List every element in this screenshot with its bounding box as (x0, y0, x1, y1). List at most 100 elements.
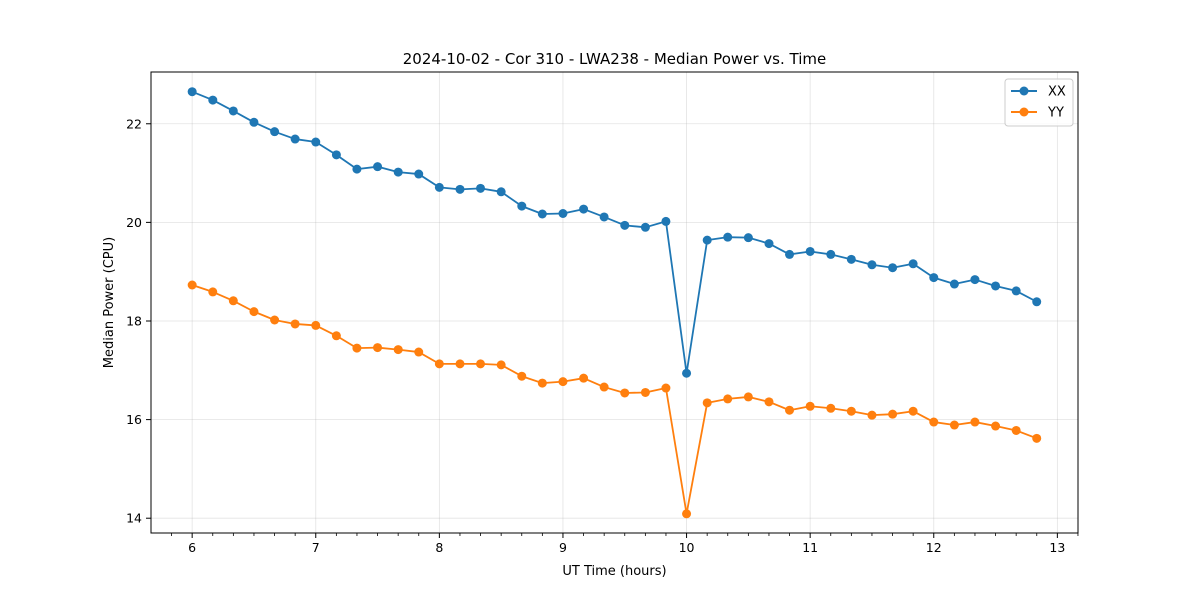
series-yy-point (414, 347, 424, 357)
x-tick-label: 7 (312, 540, 320, 555)
series-xx-point (743, 233, 753, 243)
series-yy-point (661, 383, 671, 393)
series-xx-point (785, 249, 795, 259)
series-yy-point (537, 378, 547, 388)
series-yy-point (640, 387, 650, 397)
series-yy-point (517, 371, 527, 381)
series-yy-point (826, 403, 836, 413)
series-xx-point (682, 368, 692, 378)
y-axis-ticks: 14 16 18 20 22 (126, 116, 151, 526)
y-tick-label: 14 (126, 511, 142, 526)
series-xx-point (434, 182, 444, 192)
series-xx-point (991, 281, 1001, 291)
series-xx-point (640, 222, 650, 232)
series-yy-point (228, 296, 238, 306)
series-yy-point (373, 343, 383, 353)
series-xx (187, 87, 1042, 378)
x-axis-label: UT Time (hours) (562, 564, 666, 579)
y-tick-label: 18 (126, 313, 142, 328)
series-yy-point (743, 392, 753, 402)
series-xx-point (949, 279, 959, 289)
series-yy-point (867, 410, 877, 420)
x-tick-label: 12 (926, 540, 942, 555)
series-xx-point (1011, 286, 1021, 296)
x-tick-label: 6 (188, 540, 196, 555)
series-yy-point (620, 388, 630, 398)
series-yy-point (311, 320, 321, 330)
series-yy-point (970, 417, 980, 427)
series-yy-point (434, 359, 444, 369)
plot-frame (150, 71, 1079, 534)
series-xx-point (414, 169, 424, 179)
series-xx-point (929, 273, 939, 283)
y-tick-label: 16 (126, 412, 142, 427)
series-yy-point (929, 417, 939, 427)
series-yy-point (908, 406, 918, 416)
series-xx-point (517, 201, 527, 211)
series-yy-point (846, 406, 856, 416)
series-yy-point (249, 307, 259, 317)
series-xx-point (228, 106, 238, 116)
series-xx-point (702, 235, 712, 245)
series-xx-point (455, 184, 465, 194)
series-yy-point (764, 397, 774, 407)
series-yy-point (496, 360, 506, 370)
series-xx-point (579, 204, 589, 214)
legend: XX YY (1004, 78, 1074, 127)
series-xx-point (867, 260, 877, 270)
series-xx-point (764, 239, 774, 249)
chart-title: 2024-10-02 - Cor 310 - LWA238 - Median P… (403, 50, 827, 68)
series-xx-point (599, 212, 609, 222)
y-tick-label: 22 (126, 116, 142, 131)
series-yy-point (187, 280, 197, 290)
series-yy-point (208, 287, 218, 297)
series-xx-point (270, 127, 280, 137)
series-xx-point (1032, 297, 1042, 307)
series-xx-point (826, 249, 836, 259)
series-xx-point (661, 216, 671, 226)
series-layer (187, 87, 1042, 519)
series-xx-point (393, 167, 403, 177)
series-xx-point (723, 232, 733, 242)
x-tick-label: 13 (1049, 540, 1065, 555)
series-yy-point (723, 394, 733, 404)
series-yy-point (331, 331, 341, 341)
y-axis-label: Median Power (CPU) (102, 237, 117, 368)
series-xx-point (290, 134, 300, 144)
legend-xx-marker (1019, 86, 1029, 96)
series-yy-point (702, 398, 712, 408)
series-yy-point (476, 359, 486, 369)
series-yy-point (949, 420, 959, 430)
series-yy-point (991, 421, 1001, 431)
series-yy-point (290, 319, 300, 329)
series-yy-point (558, 377, 568, 387)
series-yy-point (888, 409, 898, 419)
series-xx-point (805, 246, 815, 256)
series-xx-point (311, 137, 321, 147)
series-xx-point (249, 117, 259, 127)
x-tick-label: 8 (435, 540, 443, 555)
legend-yy-marker (1019, 107, 1029, 117)
series-yy-point (579, 373, 589, 383)
series-yy (187, 280, 1042, 519)
series-xx-point (208, 95, 218, 105)
series-yy-point (393, 345, 403, 355)
series-yy-point (1032, 433, 1042, 443)
x-tick-label: 10 (679, 540, 695, 555)
series-yy-point (785, 405, 795, 415)
series-yy-point (599, 382, 609, 392)
series-yy-point (352, 343, 362, 353)
x-axis-ticks: 6 7 8 9 10 11 12 13 (171, 533, 1079, 555)
legend-xx-label: XX (1048, 85, 1066, 100)
series-xx-point (496, 187, 506, 197)
series-xx-point (888, 263, 898, 273)
series-xx-point (352, 164, 362, 174)
x-tick-label: 11 (802, 540, 818, 555)
series-xx-point (558, 209, 568, 218)
series-xx-point (537, 209, 547, 219)
series-xx-point (846, 254, 856, 264)
series-yy-point (455, 359, 465, 369)
series-yy-point (1011, 425, 1021, 435)
